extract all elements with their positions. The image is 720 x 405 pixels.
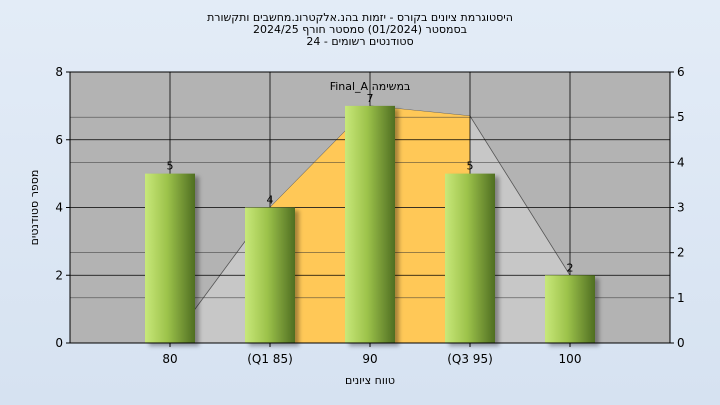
y2-tick-label-6: 6 [677,65,685,79]
y-tick-label-0: 0 [55,336,63,350]
data-label-4: 2 [567,261,574,274]
y2-tick-label-0: 0 [677,336,685,350]
chart-title-line-3: סטודנטים רשומים - 24 [306,35,414,48]
data-label-1: 4 [267,194,274,207]
y-tick-label-4: 8 [55,65,63,79]
y2-tick-label-4: 4 [677,155,685,169]
y-axis-title: מספר סטודנטים [28,170,41,246]
y-tick-label-1: 2 [55,268,63,282]
y2-tick-label-1: 1 [677,291,685,305]
y2-tick-label-5: 5 [677,110,685,124]
bar-4 [545,275,595,343]
bar-2 [345,105,395,343]
bar-1 [245,207,295,343]
x-tick-label-4: 100 [559,352,582,366]
data-label-0: 5 [167,160,174,173]
x-tick-label-0: 80 [162,352,177,366]
x-tick-label-2: 90 [362,352,377,366]
data-label-3: 5 [467,160,474,173]
bar-0 [145,173,195,343]
chart-title-line-1: היסטוגרמת ציונים בקורס - יזמות בהנ.אלקטר… [207,11,513,24]
data-label-2: 7 [367,92,374,105]
y-tick-label-2: 4 [55,201,63,215]
annotation-label: Final_A במשימה [330,80,411,93]
x-tick-label-1: (Q1 85) [247,352,293,366]
y2-tick-label-3: 3 [677,201,685,215]
bar-3 [445,173,495,343]
x-axis-title: טווח ציונים [345,374,395,387]
chart-title-line-2: בסמסטר (01/2024) סמסטר חורף 2024/25 [253,23,467,36]
y-tick-label-3: 6 [55,133,63,147]
y2-tick-label-2: 2 [677,246,685,260]
x-tick-label-3: (Q3 95) [447,352,493,366]
